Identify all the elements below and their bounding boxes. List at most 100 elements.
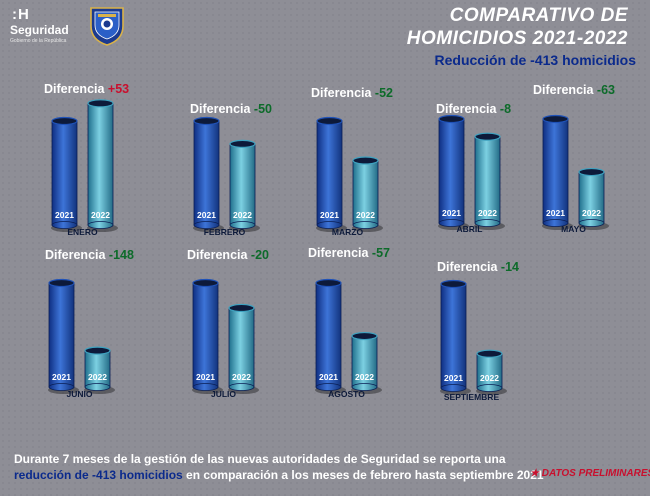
- diff-value-febrero: -50: [254, 102, 272, 116]
- bar-2021-febrero: [193, 120, 220, 226]
- diff-label-abril: Diferencia -8: [436, 102, 511, 116]
- year-label-2022-abril: 2022: [478, 208, 497, 218]
- bar-2021-junio-top: [48, 278, 75, 288]
- month-label-mayo: MAYO: [561, 224, 586, 234]
- month-label-marzo: MARZO: [332, 227, 364, 237]
- footnote-line-1: Durante 7 meses de la gestión de las nue…: [14, 452, 506, 466]
- logo-mark: :H: [12, 6, 30, 23]
- year-label-2022-marzo: 2022: [356, 210, 375, 220]
- bar-2021-febrero-top: [193, 116, 220, 126]
- bar-2022-enero: [87, 102, 114, 226]
- bar-2022-abril: [474, 136, 501, 224]
- bar-2022-febrero-top: [229, 139, 256, 148]
- preliminary-data-note: ★ DATOS PRELIMINARES: [530, 468, 650, 479]
- bar-2021-agosto-base: [315, 383, 342, 391]
- year-label-2021-febrero: 2021: [197, 210, 216, 220]
- year-label-2022-junio: 2022: [88, 372, 107, 382]
- year-label-2021-septiembre: 2021: [444, 373, 463, 383]
- bar-2021-mayo: [542, 118, 569, 224]
- seguridad-logo: :H Seguridad Gobierno de la República: [10, 4, 82, 48]
- bar-2022-agosto-top: [351, 331, 378, 341]
- bar-2021-enero-top: [51, 116, 78, 126]
- bar-2021-abril: [438, 118, 465, 224]
- year-label-2022-enero: 2022: [91, 210, 110, 220]
- bar-2021-septiembre-base: [440, 384, 467, 392]
- bar-2022-septiembre: [476, 353, 503, 389]
- diff-value-julio: -20: [251, 248, 269, 262]
- bar-2022-junio: [84, 350, 111, 388]
- year-label-2021-marzo: 2021: [320, 210, 339, 220]
- bar-2021-marzo-base: [316, 221, 343, 229]
- bar-2021-marzo-top: [316, 116, 343, 126]
- bar-2021-abril-base: [438, 219, 465, 227]
- bar-2022-agosto-base: [351, 383, 378, 391]
- bar-2022-abril-top: [474, 132, 501, 141]
- month-label-enero: ENERO: [67, 227, 98, 237]
- title-line-2: HOMICIDIOS 2021-2022: [406, 28, 628, 49]
- star-icon: ★: [530, 468, 542, 479]
- bar-2021-septiembre-top: [440, 279, 467, 289]
- diff-label-marzo: Diferencia -52: [311, 86, 393, 100]
- diff-label-agosto: Diferencia -57: [308, 246, 390, 260]
- diff-value-junio: -148: [109, 248, 134, 262]
- diff-label-enero: Diferencia +53: [44, 82, 129, 96]
- bar-2022-abril-base: [474, 219, 501, 227]
- bar-2022-julio-base: [228, 383, 255, 391]
- year-label-2022-mayo: 2022: [582, 208, 601, 218]
- footnote-highlight: reducción de -413 homicidios: [14, 468, 183, 482]
- bar-2022-enero-top: [87, 99, 114, 108]
- month-label-septiembre: SEPTIEMBRE: [444, 392, 500, 402]
- year-label-2021-julio: 2021: [196, 372, 215, 382]
- bar-2022-mayo-base: [578, 219, 605, 227]
- bar-2021-agosto: [315, 282, 342, 388]
- year-label-2021-agosto: 2021: [319, 372, 338, 382]
- bar-2021-abril-top: [438, 114, 465, 124]
- diff-label-junio: Diferencia -148: [45, 248, 134, 262]
- bar-2022-septiembre-base: [476, 384, 503, 392]
- bar-2021-junio-base: [48, 383, 75, 391]
- bar-2021-febrero-base: [193, 221, 220, 229]
- month-label-abril: ABRIL: [457, 224, 483, 234]
- bar-2022-septiembre-top: [476, 349, 503, 358]
- page-title: COMPARATIVO DE HOMICIDIOS 2021-2022: [407, 4, 628, 50]
- month-label-febrero: FEBRERO: [204, 227, 246, 237]
- bar-2022-mayo: [578, 171, 605, 224]
- diff-value-septiembre: -14: [501, 260, 519, 274]
- bar-2022-junio-base: [84, 383, 111, 391]
- bar-2021-enero: [51, 120, 78, 226]
- year-label-2021-abril: 2021: [442, 208, 461, 218]
- subtitle: Reducción de -413 homicidios: [434, 52, 637, 68]
- month-label-junio: JUNIO: [67, 389, 93, 399]
- diff-value-mayo: -63: [597, 83, 615, 97]
- diff-value-abril: -8: [500, 102, 511, 116]
- year-label-2021-junio: 2021: [52, 372, 71, 382]
- bar-2021-enero-base: [51, 221, 78, 229]
- diff-label-mayo: Diferencia -63: [533, 83, 615, 97]
- diff-value-marzo: -52: [375, 86, 393, 100]
- bar-2022-mayo-top: [578, 167, 605, 177]
- bar-2021-agosto-top: [315, 278, 342, 288]
- logo-subtitle: Gobierno de la República: [10, 38, 67, 44]
- month-label-agosto: AGOSTO: [328, 389, 365, 399]
- bar-2021-julio-base: [192, 383, 219, 391]
- bar-2021-mayo-top: [542, 114, 569, 124]
- year-label-2022-febrero: 2022: [233, 210, 252, 220]
- bar-2022-marzo-base: [352, 221, 379, 229]
- year-label-2021-enero: 2021: [55, 210, 74, 220]
- diff-value-agosto: -57: [372, 246, 390, 260]
- diff-label-julio: Diferencia -20: [187, 248, 269, 262]
- logo-name: Seguridad: [10, 23, 69, 37]
- title-line-1: COMPARATIVO DE: [449, 5, 628, 26]
- bar-2022-julio-top: [228, 303, 255, 313]
- diff-label-febrero: Diferencia -50: [190, 102, 272, 116]
- bar-2022-junio-top: [84, 346, 111, 355]
- bar-2022-febrero-base: [229, 221, 256, 229]
- bar-2021-marzo: [316, 120, 343, 226]
- year-label-2022-septiembre: 2022: [480, 373, 499, 383]
- bar-2022-marzo-top: [352, 156, 379, 165]
- footnote-rest: en comparación a los meses de febrero ha…: [182, 468, 544, 482]
- footnote-line-2: reducción de -413 homicidios en comparac…: [14, 467, 554, 483]
- year-label-2022-agosto: 2022: [355, 372, 374, 382]
